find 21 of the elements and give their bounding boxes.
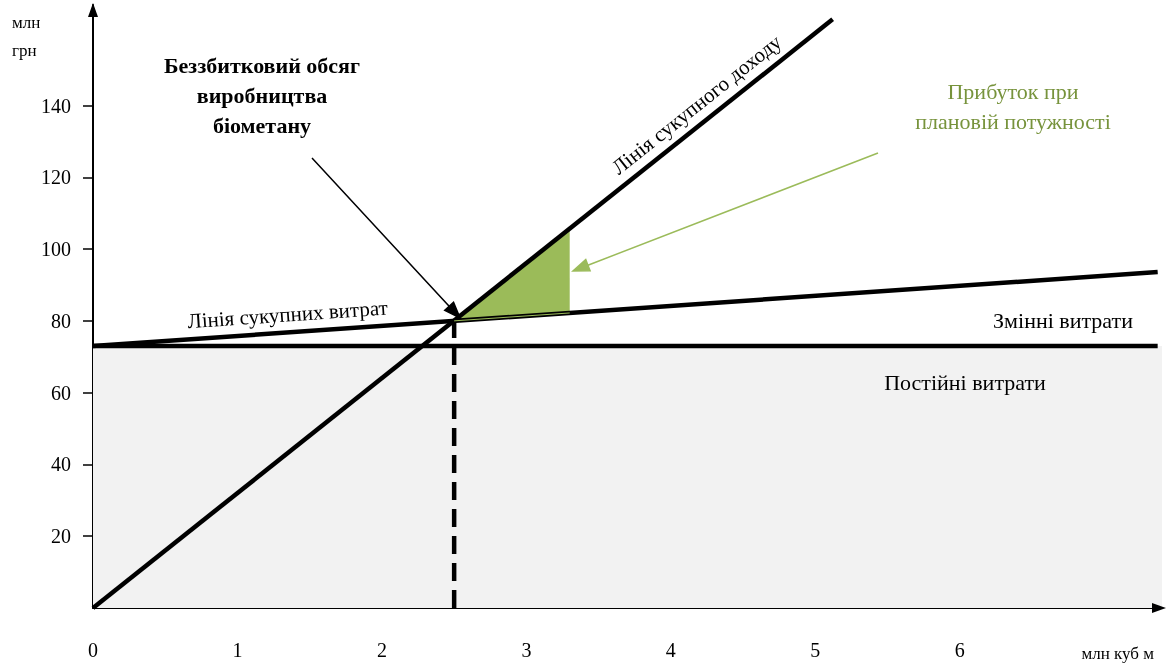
x-tick-label: 4 (665, 639, 676, 661)
y-tick-label: 140 (41, 94, 71, 117)
annotation: Прибуток при плановій потужності (915, 78, 1111, 134)
y-tick-label: 80 (51, 309, 71, 332)
x-axis-title: млн куб м (1081, 644, 1155, 663)
series-label: Лінія сукупних витрат (186, 295, 389, 334)
x-tick-label: 3 (521, 639, 532, 661)
x-tick-label: 6 (954, 639, 965, 661)
y-tick-label: 120 (41, 166, 71, 189)
y-tick-label: 100 (41, 238, 71, 261)
annotation: Змінні витрати (993, 307, 1134, 333)
x-tick-label: 0 (88, 639, 98, 661)
x-tick-label: 2 (376, 639, 387, 661)
y-axis-title: млн грн (12, 12, 41, 60)
annotation: Беззбитковий обсяг виробництва біометану (164, 52, 360, 138)
x-tick-label: 1 (232, 639, 243, 661)
y-tick-label: 20 (51, 525, 71, 548)
y-tick-label: 40 (51, 453, 71, 476)
annotation: Постійні витрати (884, 369, 1047, 395)
x-tick-label: 5 (810, 639, 821, 661)
y-tick-label: 60 (51, 381, 71, 404)
